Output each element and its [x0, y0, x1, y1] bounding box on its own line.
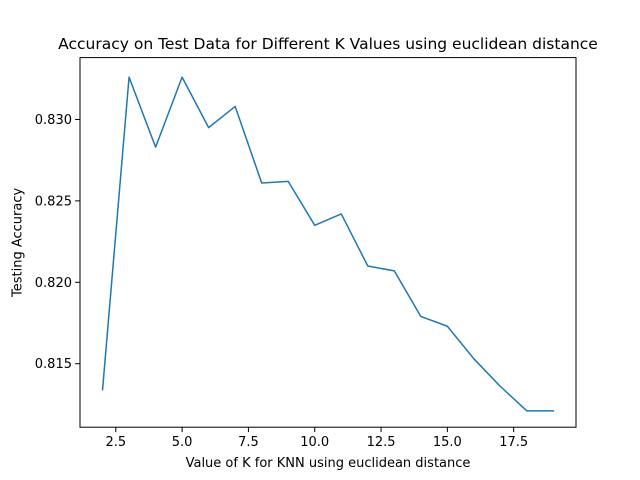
y-tick-label: 0.830: [35, 113, 72, 128]
y-tick-label: 0.820: [35, 276, 72, 291]
chart-title: Accuracy on Test Data for Different K Va…: [58, 35, 598, 53]
series-line: [101, 76, 555, 412]
axes-layer: 2.5 5.0 7.5 10.0 12.5 15.0 17.5 0.815 0.820 0.825…: [35, 113, 528, 450]
x-tick-label: 10.0: [300, 435, 329, 450]
x-tick-label: 15.0: [433, 435, 462, 450]
x-tick-label: 7.5: [238, 435, 259, 450]
y-axis-label: Testing Accuracy: [11, 188, 26, 298]
x-axis-label: Value of K for KNN using euclidean dista…: [186, 456, 471, 471]
y-tick-label: 0.815: [35, 357, 72, 372]
y-tick-label: 0.825: [35, 194, 72, 209]
x-tick-label: 5.0: [172, 435, 193, 450]
x-tick-label: 17.5: [499, 435, 528, 450]
x-tick-label: 2.5: [105, 435, 126, 450]
plot-frame: [79, 57, 577, 428]
data-layer: [101, 76, 555, 412]
x-tick-label: 12.5: [367, 435, 396, 450]
